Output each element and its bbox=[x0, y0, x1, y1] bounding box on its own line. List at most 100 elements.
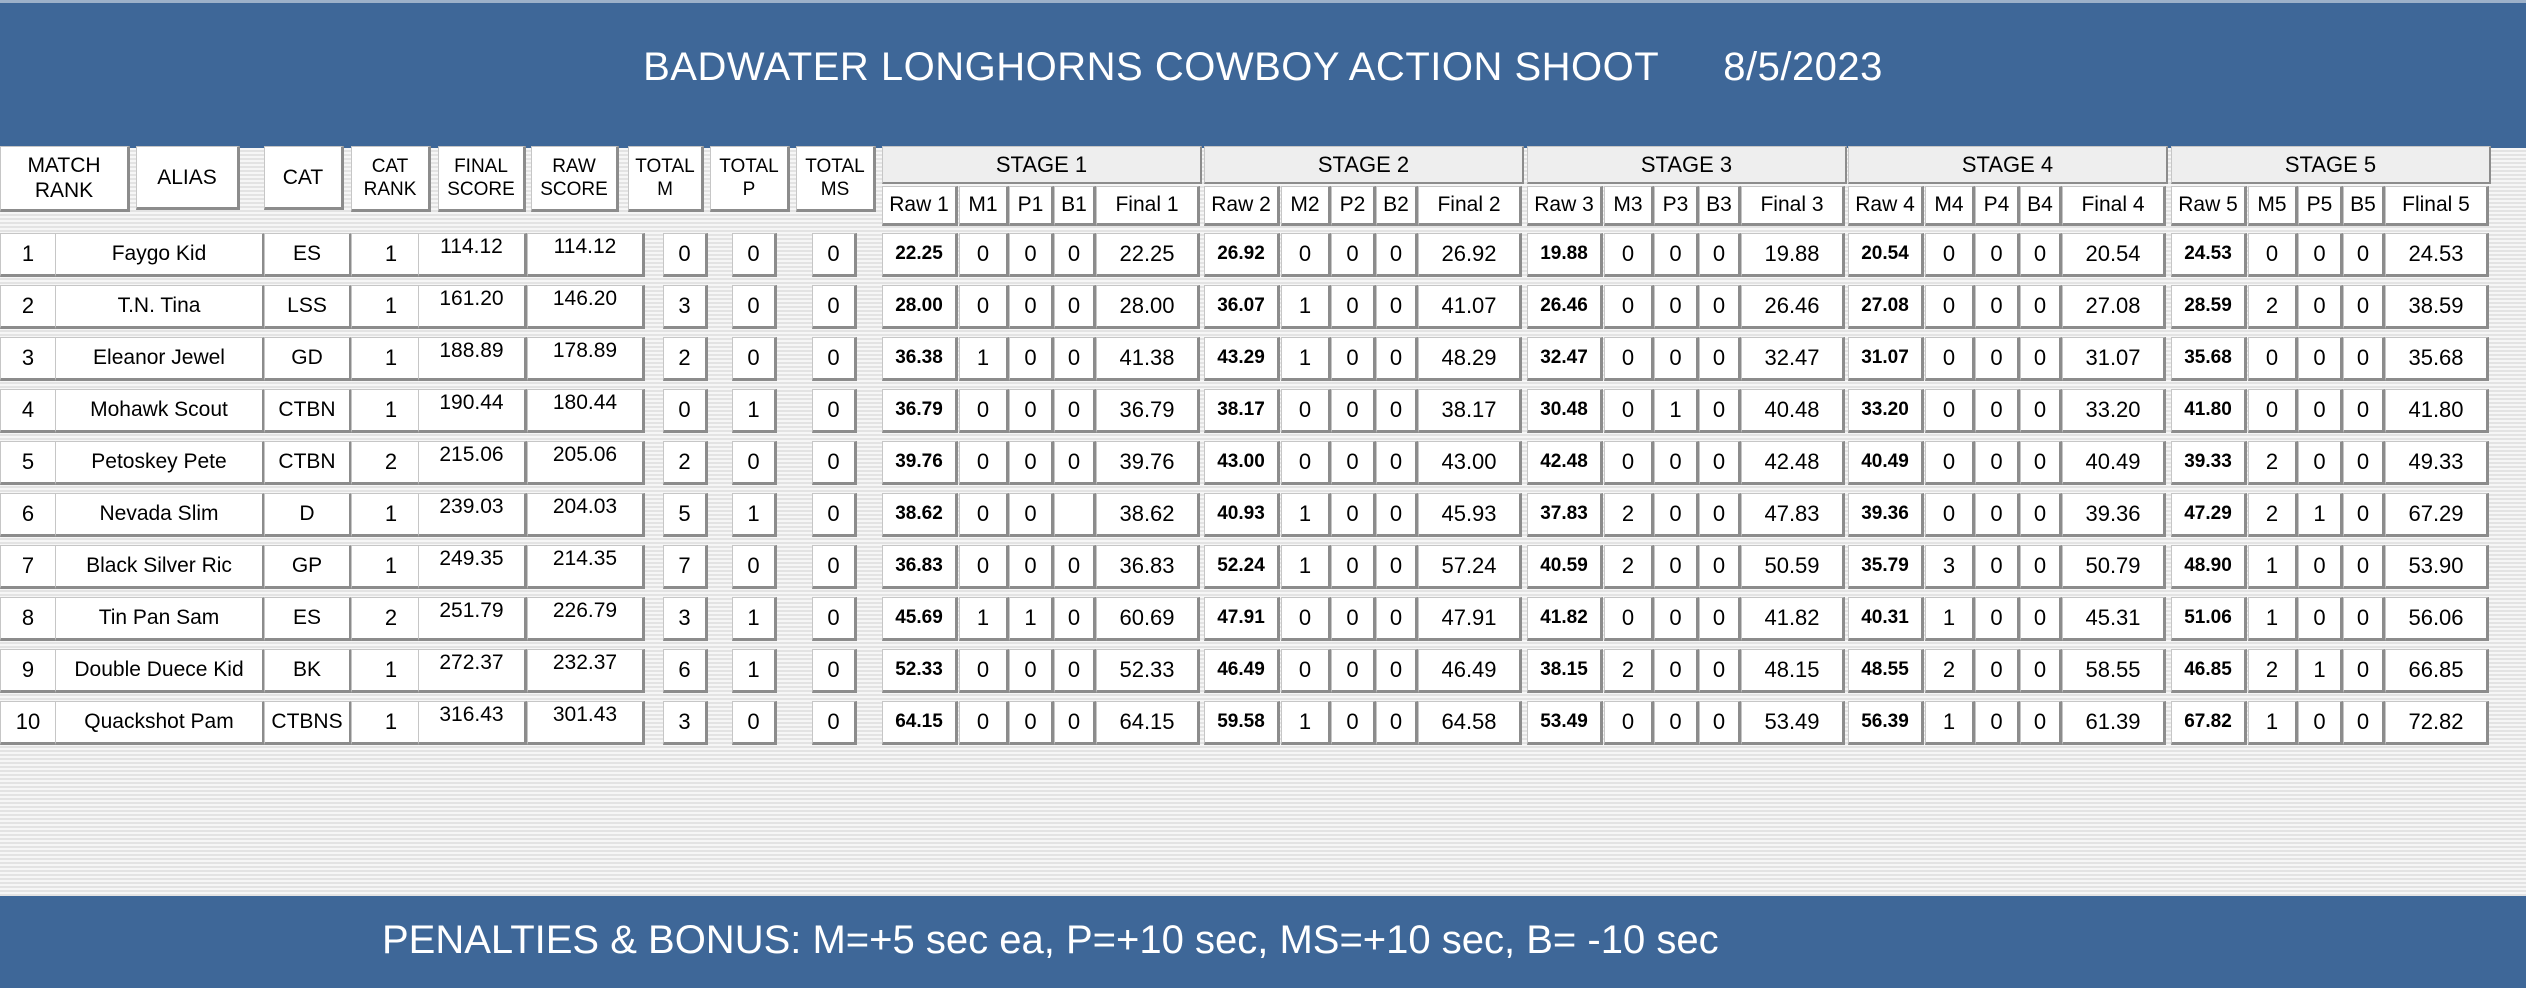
total-p: 0 bbox=[732, 545, 777, 589]
stage-2-procedurals: 0 bbox=[1331, 233, 1376, 277]
stage-2-final-time: 47.91 bbox=[1418, 597, 1522, 641]
stage-4-procedurals: 0 bbox=[1975, 545, 2020, 589]
alias: Petoskey Pete bbox=[55, 441, 265, 485]
stage-1-raw-time: 36.83 bbox=[882, 545, 958, 589]
stage-3-final-time: 41.82 bbox=[1741, 597, 1845, 641]
stage-5-procedurals: 1 bbox=[2298, 493, 2343, 537]
total-ms: 0 bbox=[812, 545, 857, 589]
stage-4-misses: 0 bbox=[1925, 337, 1975, 381]
stage-1-final-time: 36.83 bbox=[1096, 545, 1200, 589]
stage-3-procedurals: 0 bbox=[1654, 233, 1699, 277]
stage-4-procedurals: 0 bbox=[1975, 649, 2020, 693]
total-ms: 0 bbox=[812, 285, 857, 329]
header-raw-score: RAW SCORE bbox=[531, 146, 619, 212]
total-ms: 0 bbox=[812, 441, 857, 485]
total-m: 0 bbox=[663, 389, 708, 433]
stage-1-bonus: 0 bbox=[1054, 649, 1096, 693]
stage-4-misses: 0 bbox=[1925, 233, 1975, 277]
stage-1-misses: 0 bbox=[959, 441, 1009, 485]
stage-2-raw-time: 26.92 bbox=[1204, 233, 1280, 277]
total-p: 0 bbox=[732, 441, 777, 485]
penalties-legend: PENALTIES & BONUS: M=+5 sec ea, P=+10 se… bbox=[382, 918, 1719, 962]
category: CTBNS bbox=[264, 701, 352, 745]
stage-2-col-header: Final 2 bbox=[1418, 186, 1522, 226]
stage-4-misses: 1 bbox=[1925, 701, 1975, 745]
raw-score: 214.35 bbox=[527, 545, 645, 589]
stage-5-col-header: P5 bbox=[2298, 186, 2343, 226]
stage-2-misses: 0 bbox=[1281, 597, 1331, 641]
stage-1-misses: 0 bbox=[959, 649, 1009, 693]
stage-2-final-time: 45.93 bbox=[1418, 493, 1522, 537]
raw-score: 226.79 bbox=[527, 597, 645, 641]
alias: Tin Pan Sam bbox=[55, 597, 265, 641]
total-m: 2 bbox=[663, 441, 708, 485]
stage-3-misses: 0 bbox=[1604, 441, 1654, 485]
header-total-p-line: P bbox=[742, 179, 756, 200]
stage-3-bonus: 0 bbox=[1699, 493, 1741, 537]
header-match-rank-line: MATCH bbox=[27, 154, 101, 177]
total-p: 1 bbox=[732, 493, 777, 537]
total-ms: 0 bbox=[812, 649, 857, 693]
stage-1-procedurals: 1 bbox=[1009, 597, 1054, 641]
stage-2-procedurals: 0 bbox=[1331, 649, 1376, 693]
stage-3-header: STAGE 3 bbox=[1527, 146, 1847, 184]
stage-2-final-time: 43.00 bbox=[1418, 441, 1522, 485]
stage-3-procedurals: 1 bbox=[1654, 389, 1699, 433]
stage-3-bonus: 0 bbox=[1699, 597, 1741, 641]
stage-2-misses: 0 bbox=[1281, 389, 1331, 433]
stage-4-bonus: 0 bbox=[2020, 649, 2062, 693]
stage-1-procedurals: 0 bbox=[1009, 285, 1054, 329]
total-m: 6 bbox=[663, 649, 708, 693]
final-score: 251.79 bbox=[418, 597, 527, 641]
stage-2-bonus: 0 bbox=[1376, 545, 1418, 589]
stage-2-procedurals: 0 bbox=[1331, 389, 1376, 433]
total-ms: 0 bbox=[812, 389, 857, 433]
stage-4-bonus: 0 bbox=[2020, 285, 2062, 329]
header-cat-rank-line: CAT bbox=[371, 156, 409, 177]
stage-5-final-time: 53.90 bbox=[2385, 545, 2489, 589]
match-rank: 1 bbox=[0, 233, 58, 277]
stage-5-procedurals: 0 bbox=[2298, 441, 2343, 485]
stage-4-final-time: 50.79 bbox=[2062, 545, 2166, 589]
stage-1-bonus bbox=[1054, 493, 1096, 537]
stage-4-procedurals: 0 bbox=[1975, 441, 2020, 485]
stage-3-raw-time: 37.83 bbox=[1527, 493, 1603, 537]
total-m: 3 bbox=[663, 285, 708, 329]
stage-5-misses: 0 bbox=[2248, 233, 2298, 277]
alias: Eleanor Jewel bbox=[55, 337, 265, 381]
stage-4-final-time: 20.54 bbox=[2062, 233, 2166, 277]
stage-3-misses: 2 bbox=[1604, 545, 1654, 589]
stage-4-raw-time: 56.39 bbox=[1848, 701, 1924, 745]
match-rank: 7 bbox=[0, 545, 58, 589]
stage-3-final-time: 48.15 bbox=[1741, 649, 1845, 693]
total-ms: 0 bbox=[812, 597, 857, 641]
stage-5-col-header: Flinal 5 bbox=[2385, 186, 2489, 226]
stage-1-procedurals: 0 bbox=[1009, 441, 1054, 485]
stage-1-final-time: 22.25 bbox=[1096, 233, 1200, 277]
stage-2-raw-time: 52.24 bbox=[1204, 545, 1280, 589]
stage-4-procedurals: 0 bbox=[1975, 701, 2020, 745]
stage-3-procedurals: 0 bbox=[1654, 493, 1699, 537]
stage-3-bonus: 0 bbox=[1699, 701, 1741, 745]
raw-score: 178.89 bbox=[527, 337, 645, 381]
final-score: 161.20 bbox=[418, 285, 527, 329]
stage-4-misses: 0 bbox=[1925, 493, 1975, 537]
stage-1-misses: 0 bbox=[959, 233, 1009, 277]
stage-2-raw-time: 43.00 bbox=[1204, 441, 1280, 485]
stage-5-bonus: 0 bbox=[2343, 545, 2385, 589]
stage-2-misses: 0 bbox=[1281, 233, 1331, 277]
total-p: 0 bbox=[732, 233, 777, 277]
stage-2-misses: 1 bbox=[1281, 545, 1331, 589]
stage-2-raw-time: 43.29 bbox=[1204, 337, 1280, 381]
stage-3-bonus: 0 bbox=[1699, 285, 1741, 329]
stage-5-raw-time: 48.90 bbox=[2171, 545, 2247, 589]
stage-2-bonus: 0 bbox=[1376, 597, 1418, 641]
stage-2-final-time: 48.29 bbox=[1418, 337, 1522, 381]
stage-1-bonus: 0 bbox=[1054, 545, 1096, 589]
stage-3-misses: 2 bbox=[1604, 649, 1654, 693]
stage-2-bonus: 0 bbox=[1376, 441, 1418, 485]
stage-1-misses: 0 bbox=[959, 701, 1009, 745]
stage-4-misses: 1 bbox=[1925, 597, 1975, 641]
stage-4-bonus: 0 bbox=[2020, 545, 2062, 589]
total-m: 3 bbox=[663, 597, 708, 641]
